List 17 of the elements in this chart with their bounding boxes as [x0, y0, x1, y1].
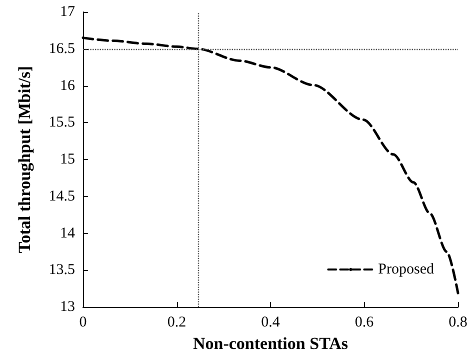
y-tick-label: 14.5: [48, 188, 75, 204]
x-tick-label: 0.8: [448, 314, 468, 331]
x-tick-label: 0: [79, 314, 87, 331]
y-axis-title: Total throughput [Mbit/s]: [15, 66, 34, 254]
y-tick-label: 15: [60, 152, 75, 168]
legend-label: Proposed: [378, 262, 434, 278]
y-tick-label: 13.5: [48, 262, 75, 278]
x-tick-label: 0.6: [354, 314, 374, 331]
y-tick-label: 16: [60, 78, 76, 94]
x-tick-label: 0.2: [167, 314, 186, 331]
x-tick-label: 0.4: [261, 314, 280, 331]
y-tick-label: 14: [60, 225, 76, 242]
x-axis-title: Non-contention STAs: [192, 334, 348, 353]
y-tick-label: 15.5: [48, 114, 75, 131]
y-tick-label: 16.5: [48, 40, 75, 57]
y-tick-label: 17: [60, 4, 76, 20]
y-tick-label: 13: [60, 299, 75, 316]
